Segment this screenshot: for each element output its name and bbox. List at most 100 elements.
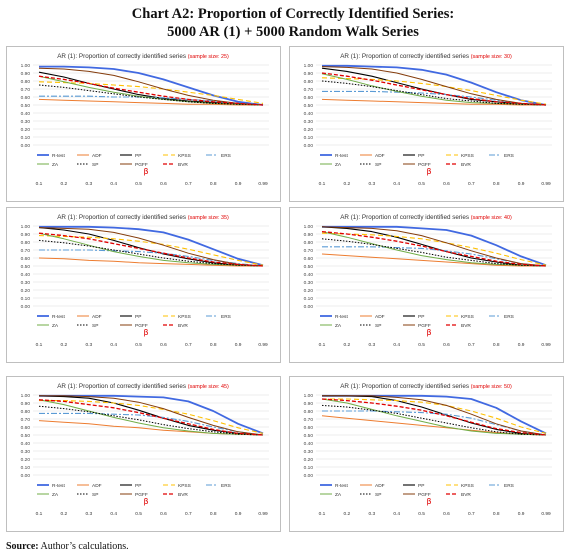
chart-svg-4: AR (1): Proportion of correctly identifi… [21,383,269,517]
x-tick-label: 0.2 [344,181,351,187]
legend-label-adf: ADF [375,483,385,489]
page-title-line-2: 5000 AR (1) + 5000 Random Walk Series [167,24,419,40]
legend-label-ers: ERS [504,153,514,159]
series-line-adf [321,98,546,106]
chart-title-main: AR (1): Proportion of correctly identifi… [57,53,188,60]
legend-label-pgff: PGFF [135,323,148,329]
y-tick-label: 1.00 [21,63,31,69]
legend-label-bvr: BVR [461,323,471,329]
series-line-adf [38,98,263,106]
x-tick-label: 0.4 [110,342,117,348]
y-tick-label: 0.60 [304,425,314,431]
x-tick-label: 0.3 [85,181,92,187]
chart-sample-size: (sample size: 25) [188,54,229,60]
y-tick-label: 0.40 [21,111,31,117]
x-tick-label: 0.1 [36,511,43,517]
y-tick-label: 0.70 [21,417,31,423]
y-tick-label: 0.60 [21,95,31,101]
chart-panel-sample-30: AR (1): Proportion of correctly identifi… [289,46,564,202]
legend-label-za: ZA [335,492,342,498]
y-tick-label: 0.10 [304,135,314,141]
x-tick-label: 0.4 [393,181,400,187]
y-tick-label: 0.30 [304,280,314,286]
y-tick-label: 0.30 [21,280,31,286]
series-line-pgff [39,395,264,436]
series-line-za [321,231,547,267]
y-tick-label: 0.10 [21,135,31,141]
legend-label-bvr: BVR [461,492,471,498]
legend-label-ers: ERS [221,314,231,320]
y-tick-label: 0.50 [304,433,314,439]
x-tick-label: 0.6 [443,342,450,348]
x-tick-label: 0.99 [258,181,268,187]
series-line-pgff [321,226,547,267]
series-line-bvr [321,72,547,106]
legend-label-sp: SP [92,323,98,329]
x-axis-label: β [143,328,148,337]
y-tick-label: 0.50 [21,433,31,439]
y-tick-label: 0.00 [304,143,314,149]
y-tick-label: 0.70 [21,248,31,254]
series-line-pp [321,226,547,267]
chart-sample-size: (sample size: 30) [471,54,512,60]
y-tick-label: 0.20 [21,288,31,294]
x-tick-label: 0.99 [258,342,268,348]
series-line-za [321,398,547,436]
chart-panel-sample-45: AR (1): Proportion of correctly identifi… [6,376,281,532]
chart-title: AR (1): Proportion of correctly identifi… [57,383,229,390]
legend-label-pp: PP [418,483,424,489]
chart-sample-size: (sample size: 40) [471,215,512,221]
legend-label-pgff: PGFF [418,323,431,329]
x-tick-label: 0.5 [135,342,142,348]
series-line-za [321,73,547,106]
y-tick-label: 0.90 [304,232,314,238]
x-tick-label: 0.5 [135,181,142,187]
x-tick-label: 0.2 [61,342,68,348]
y-tick-label: 0.90 [21,232,31,238]
legend-label-ers: ERS [221,483,231,489]
legend-label-kpss: KPSS [461,314,474,320]
y-tick-label: 0.20 [21,127,31,133]
chart-title-main: AR (1): Proportion of correctly identifi… [340,214,471,221]
legend-label-sp: SP [375,492,381,498]
legend-label-r-test: R-test [335,153,348,159]
y-tick-label: 1.00 [304,224,314,230]
chart-sample-size: (sample size: 50) [471,384,512,390]
x-tick-label: 0.7 [185,181,192,187]
x-tick-label: 0.8 [210,511,217,517]
y-tick-label: 0.60 [304,95,314,101]
x-tick-label: 0.99 [541,342,551,348]
series-line-bvr [38,75,264,106]
chart-svg-3: AR (1): Proportion of correctly identifi… [304,214,552,348]
y-tick-label: 0.30 [304,449,314,455]
y-tick-label: 0.30 [21,119,31,125]
x-tick-label: 0.99 [541,181,551,187]
y-tick-label: 0.50 [304,103,314,109]
y-tick-label: 1.00 [304,393,314,399]
y-tick-label: 0.80 [304,79,314,85]
y-tick-label: 0.60 [304,256,314,262]
legend-label-sp: SP [92,492,98,498]
legend-label-pp: PP [418,314,424,320]
x-tick-label: 0.8 [493,342,500,348]
y-tick-label: 0.90 [304,71,314,77]
series-line-sp [38,239,264,267]
legend-label-pp: PP [135,314,141,320]
legend-label-bvr: BVR [178,162,188,168]
x-axis-label: β [426,497,431,506]
series-line-pgff [38,67,264,106]
y-tick-label: 0.50 [21,264,31,270]
legend-label-kpss: KPSS [461,483,474,489]
x-axis-label: β [426,167,431,176]
y-tick-label: 0.50 [304,264,314,270]
series-line-bvr [321,230,547,267]
y-tick-label: 0.40 [304,441,314,447]
legend-label-r-test: R-test [52,153,65,159]
chart-title-main: AR (1): Proportion of correctly identifi… [340,383,471,390]
legend-label-bvr: BVR [178,323,188,329]
legend-label-za: ZA [52,323,59,329]
x-tick-label: 0.6 [160,511,167,517]
series-line-ers [322,246,547,267]
y-tick-label: 0.40 [21,441,31,447]
y-tick-label: 0.80 [21,240,31,246]
